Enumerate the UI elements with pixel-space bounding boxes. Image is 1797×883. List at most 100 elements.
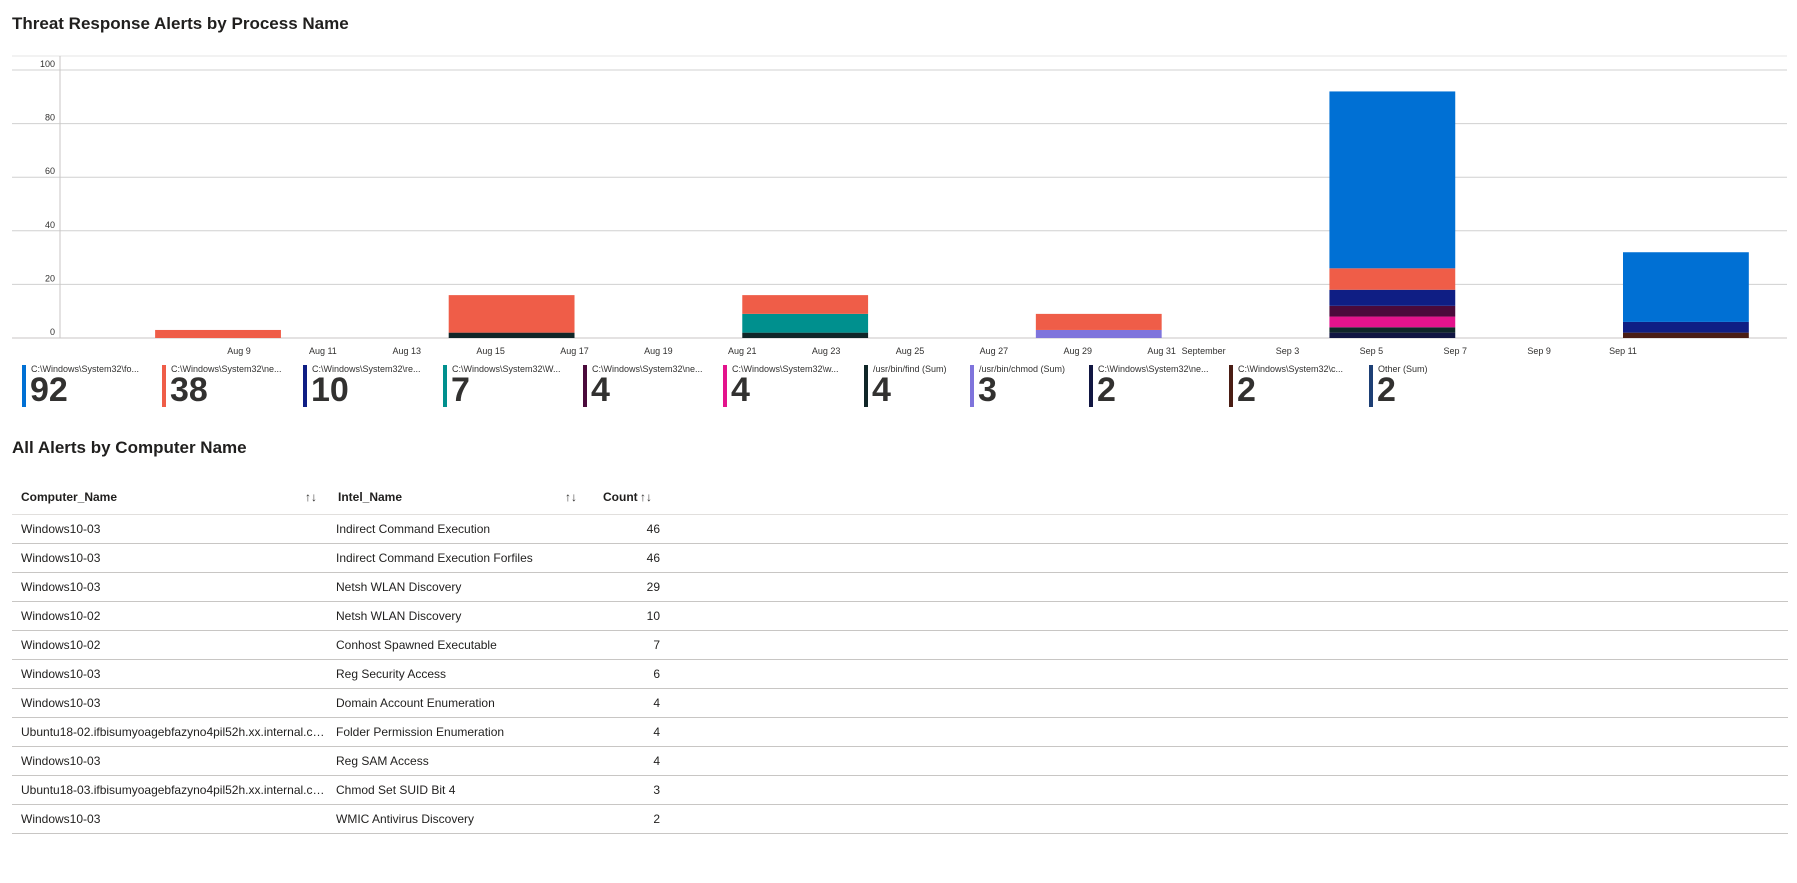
legend-swatch (22, 365, 26, 407)
legend-value: 4 (731, 371, 750, 409)
bar-segment (742, 313, 869, 333)
legend-label: C:\Windows\System32\W... (452, 364, 561, 374)
legend-swatch (864, 365, 868, 407)
cell-intel-name: Folder Permission Enumeration (336, 725, 505, 739)
bar-segment (1623, 321, 1749, 333)
x-tick-label: Aug 25 (896, 346, 925, 356)
table-row[interactable]: Windows10-02 Conhost Spawned Executable 7 (12, 631, 1788, 660)
legend-swatch (303, 365, 307, 407)
table-row[interactable]: Windows10-02 Netsh WLAN Discovery 10 (12, 602, 1788, 631)
chart-title: Threat Response Alerts by Process Name (12, 14, 349, 33)
bar-segment (1329, 268, 1456, 290)
cell-count: 10 (646, 609, 660, 623)
cell-intel-name: Domain Account Enumeration (336, 696, 495, 710)
table-header: Computer_Name ↑↓ Intel_Name ↑↓ Count ↑↓ (12, 480, 1788, 515)
x-tick-label: Aug 13 (392, 346, 421, 356)
bar-segment (448, 332, 575, 338)
cell-computer-name: Windows10-02 (21, 638, 101, 652)
legend-swatch (970, 365, 974, 407)
table-row[interactable]: Ubuntu18-02.ifbisumyoagebfazyno4pil52h.x… (12, 718, 1788, 747)
legend-item[interactable]: C:\Windows\System32\ne... 4 (583, 363, 713, 409)
legend-item[interactable]: /usr/bin/chmod (Sum) 3 (970, 363, 1100, 409)
cell-computer-name: Windows10-02 (21, 609, 101, 623)
table-row[interactable]: Windows10-03 Reg SAM Access 4 (12, 747, 1788, 776)
legend-label: C:\Windows\System32\w... (732, 364, 839, 374)
cell-intel-name: Indirect Command Execution Forfiles (336, 551, 533, 565)
legend-item[interactable]: C:\Windows\System32\c... 2 (1229, 363, 1359, 409)
x-tick-label: Aug 23 (812, 346, 841, 356)
legend-swatch (1369, 365, 1373, 407)
legend-item[interactable]: C:\Windows\System32\W... 7 (443, 363, 573, 409)
bar-segment (742, 332, 869, 338)
x-tick-label: Aug 17 (560, 346, 589, 356)
x-tick-label: Sep 3 (1276, 346, 1300, 356)
legend-item[interactable]: Other (Sum) 2 (1369, 363, 1499, 409)
legend-value: 3 (978, 371, 997, 409)
legend-label: C:\Windows\System32\ne... (171, 364, 282, 374)
cell-computer-name: Windows10-03 (21, 696, 101, 710)
x-tick-label: Aug 21 (728, 346, 757, 356)
legend-value: 92 (30, 371, 68, 409)
x-tick-label: Aug 11 (309, 346, 337, 356)
cell-computer-name: Windows10-03 (21, 551, 101, 565)
legend-item[interactable]: C:\Windows\System32\fo... 92 (22, 363, 152, 409)
cell-intel-name: Chmod Set SUID Bit 4 (336, 783, 456, 797)
legend-swatch (443, 365, 447, 407)
bar-segment (448, 295, 575, 333)
cell-computer-name: Windows10-03 (21, 580, 101, 594)
sort-icon[interactable]: ↑↓ (640, 490, 652, 504)
legend-label: C:\Windows\System32\ne... (592, 364, 703, 374)
cell-count: 4 (653, 754, 660, 768)
cell-count: 6 (653, 667, 660, 681)
legend-value: 10 (311, 371, 349, 409)
legend-item[interactable]: C:\Windows\System32\ne... 38 (162, 363, 292, 409)
cell-computer-name: Windows10-03 (21, 754, 101, 768)
cell-computer-name: Windows10-03 (21, 667, 101, 681)
table-title: All Alerts by Computer Name (12, 438, 247, 457)
cell-count: 29 (646, 580, 660, 594)
table-row[interactable]: Windows10-03 Indirect Command Execution F… (12, 544, 1788, 573)
legend-value: 4 (591, 371, 610, 409)
column-header-intel-name[interactable]: Intel_Name (338, 490, 403, 504)
cell-computer-name: Windows10-03 (21, 522, 101, 536)
bar-segment (1035, 329, 1162, 338)
legend-label: Other (Sum) (1378, 364, 1428, 374)
legend-label: C:\Windows\System32\c... (1238, 364, 1344, 374)
legend-value: 2 (1237, 371, 1256, 409)
alerts-table: Computer_Name ↑↓ Intel_Name ↑↓ Count ↑↓ … (12, 480, 1788, 834)
bar-segment (1329, 91, 1456, 269)
table-row[interactable]: Windows10-03 Netsh WLAN Discovery 29 (12, 573, 1788, 602)
legend-item[interactable]: C:\Windows\System32\w... 4 (723, 363, 853, 409)
legend-value: 2 (1377, 371, 1396, 409)
sort-icon[interactable]: ↑↓ (565, 490, 577, 504)
cell-intel-name: WMIC Antivirus Discovery (336, 812, 475, 826)
legend-value: 7 (451, 371, 470, 409)
legend-label: /usr/bin/chmod (Sum) (979, 364, 1066, 374)
legend-label: C:\Windows\System32\ne... (1098, 364, 1209, 374)
table-row[interactable]: Windows10-03 Reg Security Access 6 (12, 660, 1788, 689)
x-tick-label: Aug 9 (227, 346, 251, 356)
y-tick-label: 80 (45, 113, 55, 123)
x-tick-label: September (1182, 346, 1226, 356)
bar-segment (1035, 313, 1162, 330)
cell-count: 46 (646, 551, 660, 565)
cell-count: 2 (653, 812, 660, 826)
table-row[interactable]: Windows10-03 Domain Account Enumeration 4 (12, 689, 1788, 718)
x-tick-label: Sep 9 (1527, 346, 1551, 356)
x-tick-label: Aug 29 (1064, 346, 1093, 356)
x-tick-label: Aug 27 (980, 346, 1009, 356)
x-tick-label: Sep 5 (1360, 346, 1384, 356)
table-row[interactable]: Ubuntu18-03.ifbisumyoagebfazyno4pil52h.x… (12, 776, 1788, 805)
cell-count: 3 (653, 783, 660, 797)
legend-item[interactable]: C:\Windows\System32\ne... 2 (1089, 363, 1219, 409)
column-header-count[interactable]: Count (603, 490, 638, 504)
sort-icon[interactable]: ↑↓ (305, 490, 317, 504)
cell-intel-name: Reg SAM Access (336, 754, 429, 768)
x-tick-label: Aug 15 (476, 346, 505, 356)
legend-item[interactable]: C:\Windows\System32\re... 10 (303, 363, 433, 409)
column-header-computer-name[interactable]: Computer_Name (21, 490, 118, 504)
legend-item[interactable]: /usr/bin/find (Sum) 4 (864, 363, 994, 409)
table-row[interactable]: Windows10-03 Indirect Command Execution 46 (12, 515, 1788, 544)
legend-swatch (162, 365, 166, 407)
table-row[interactable]: Windows10-03 WMIC Antivirus Discovery 2 (12, 805, 1788, 834)
